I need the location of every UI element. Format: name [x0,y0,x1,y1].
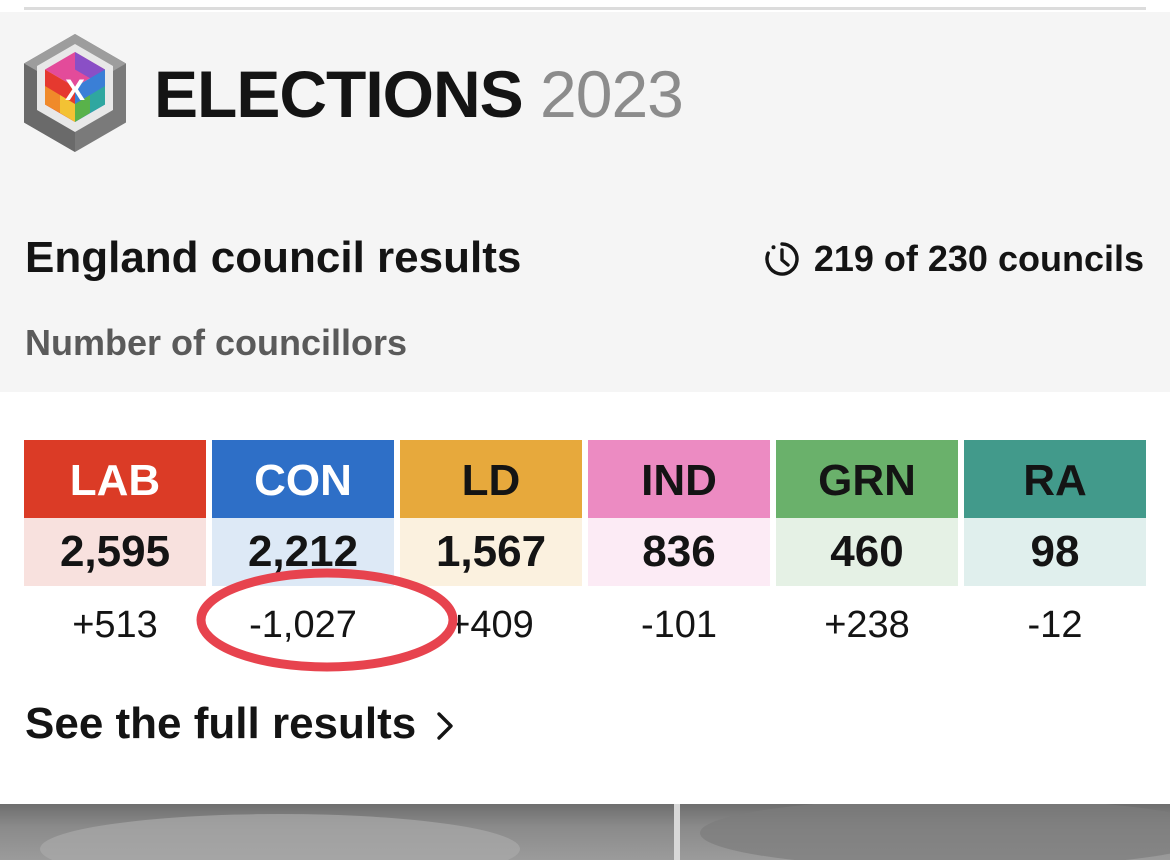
results-header-panel [0,12,1170,392]
party-seats: 2,212 [212,518,394,586]
chevron-right-icon [437,712,453,740]
party-seat-change: -12 [1027,604,1083,646]
party-seats: 836 [588,518,770,586]
party-column-ind[interactable]: IND 836 -101 [588,440,770,650]
results-title: England council results [25,233,522,282]
svg-text:X: X [65,74,85,107]
party-abbr: GRN [776,440,958,518]
councils-progress: 219 of 230 councils [762,236,1144,282]
brand-word: ELECTIONS [154,57,524,131]
see-full-results-link[interactable]: See the full results [25,696,456,752]
party-seat-change: +238 [824,604,910,646]
party-abbr: IND [588,440,770,518]
brand-year: 2023 [540,57,684,131]
results-subtitle: Number of councillors [25,322,408,363]
photo-pole [674,804,680,860]
party-column-con[interactable]: CON 2,212 -1,027 [212,440,394,650]
elections-logo-icon: X [24,34,126,152]
party-column-grn[interactable]: GRN 460 +238 [776,440,958,650]
article-photo[interactable] [0,804,1170,860]
brand-title: ELECTIONS 2023 [154,52,684,136]
clock-icon [765,242,799,276]
party-seats: 1,567 [400,518,582,586]
party-abbr: LD [400,440,582,518]
party-seat-change: -101 [640,604,718,646]
party-column-ld[interactable]: LD 1,567 +409 [400,440,582,650]
party-seats: 2,595 [24,518,206,586]
party-abbr: CON [212,440,394,518]
councils-progress-text: 219 of 230 councils [813,238,1144,279]
party-abbr: LAB [24,440,206,518]
party-seat-change: +409 [448,604,534,646]
photo-cloud [700,804,1170,860]
photo-cloud [40,814,520,860]
party-abbr: RA [964,440,1146,518]
see-full-results-label: See the full results [25,699,417,748]
party-results-grid: LAB 2,595 +513 CON 2,212 -1,027 LD 1,567 +409 IND… [24,440,1146,670]
party-column-lab[interactable]: LAB 2,595 +513 [24,440,206,650]
party-seats: 98 [964,518,1146,586]
party-seats: 460 [776,518,958,586]
party-seat-change: -1,027 [249,604,357,646]
party-column-ra[interactable]: RA 98 -12 [964,440,1146,650]
party-seat-change: +513 [72,604,158,646]
top-divider [24,7,1146,10]
